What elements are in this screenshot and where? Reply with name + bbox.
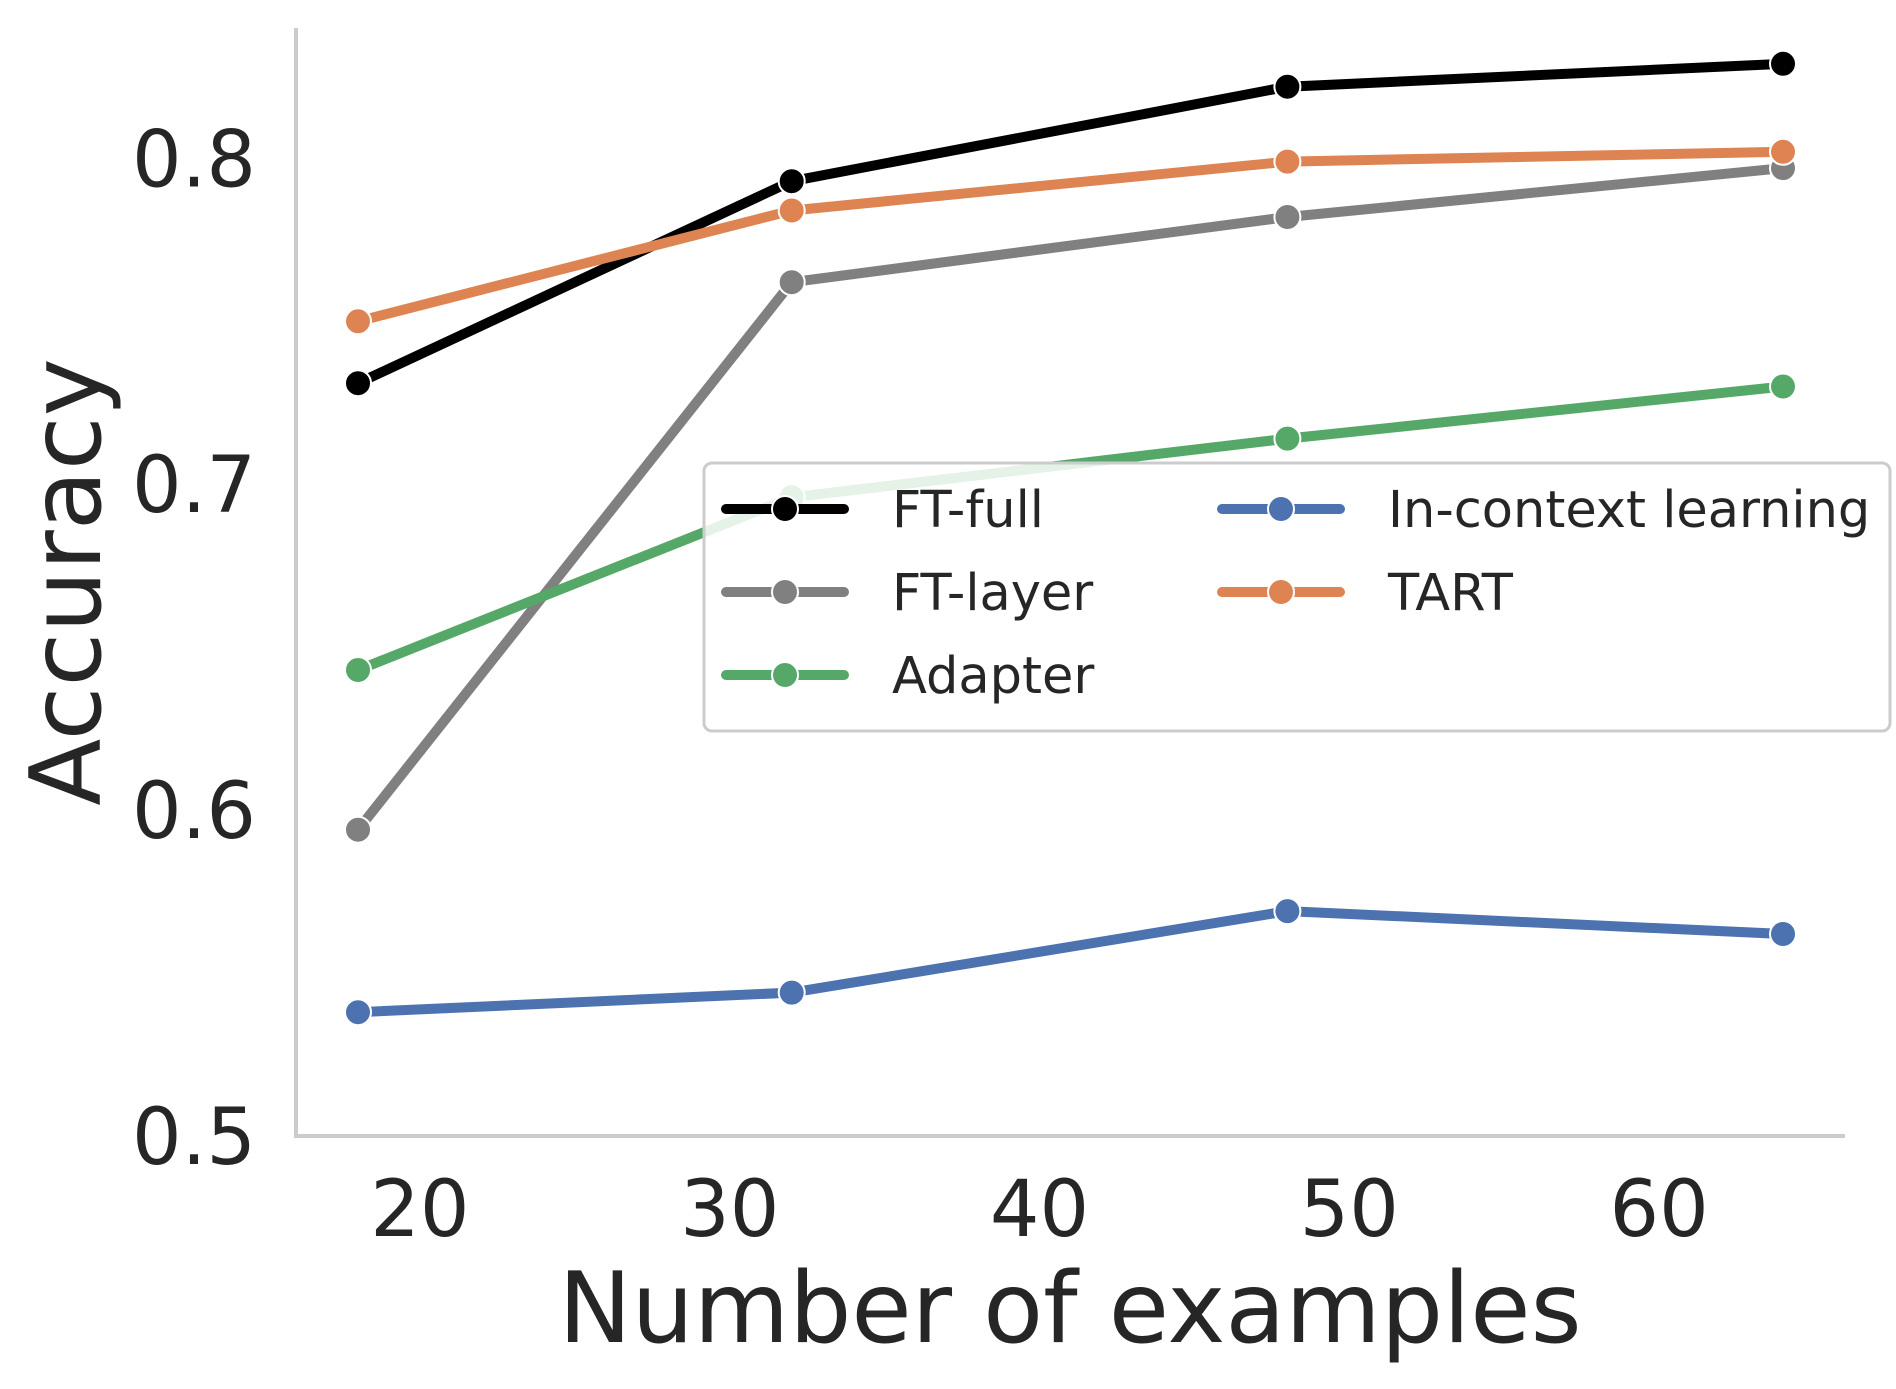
legend-item-tart: TART — [1217, 564, 1514, 623]
y-tick-labels: 0.5 0.6 0.7 0.8 — [132, 115, 256, 1183]
x-tick-label: 40 — [990, 1165, 1089, 1255]
x-tick-label: 30 — [680, 1165, 779, 1255]
legend-label: FT-layer — [892, 564, 1093, 623]
data-point-adapter — [344, 656, 372, 684]
series-in-context-learning — [344, 897, 1797, 1027]
series-line-ft-layer — [353, 163, 1788, 835]
legend: FT-full FT-layer Adapter In-context learnin… — [702, 461, 1892, 733]
data-point-tart — [344, 307, 372, 336]
series-line-tart — [353, 146, 1788, 327]
y-axis-title: Accuracy — [10, 358, 124, 805]
data-point-tart — [1769, 137, 1797, 166]
axes — [294, 28, 1845, 1138]
legend-item-adapter: Adapter — [721, 647, 1094, 706]
legend-label: In-context learning — [1388, 481, 1870, 540]
series-tart — [344, 137, 1797, 336]
series-line-ft-full — [353, 58, 1788, 389]
legend-swatch-marker — [771, 495, 799, 523]
legend-swatch-marker — [771, 578, 799, 606]
data-point-ft-full — [777, 167, 806, 196]
series-line-in-context-learning — [353, 906, 1788, 1018]
data-point-in-context-learning — [344, 998, 372, 1027]
x-axis-title: Number of examples — [558, 1252, 1581, 1366]
y-tick-label: 0.5 — [132, 1093, 256, 1183]
data-point-ft-full — [344, 369, 372, 398]
data-point-adapter — [1769, 372, 1797, 401]
legend-label: TART — [1387, 564, 1514, 623]
x-tick-label: 20 — [370, 1165, 469, 1255]
y-tick-label: 0.7 — [132, 441, 256, 531]
legend-swatch-marker — [1267, 578, 1295, 606]
data-point-ft-layer — [1273, 203, 1302, 231]
x-tick-label: 60 — [1609, 1165, 1708, 1255]
data-point-in-context-learning — [1769, 920, 1797, 948]
y-tick-label: 0.6 — [132, 767, 256, 857]
data-point-tart — [777, 196, 806, 225]
data-point-ft-layer — [777, 268, 806, 297]
data-point-ft-full — [1273, 72, 1302, 101]
data-point-in-context-learning — [777, 978, 806, 1007]
data-point-ft-layer — [344, 815, 372, 844]
legend-item-in-context-learning: In-context learning — [1217, 481, 1870, 540]
legend-item-ft-full: FT-full — [721, 481, 1044, 540]
legend-label: Adapter — [892, 647, 1094, 706]
x-tick-label: 50 — [1300, 1165, 1399, 1255]
data-point-tart — [1273, 147, 1302, 176]
data-point-adapter — [1273, 424, 1302, 453]
legend-label: FT-full — [892, 481, 1044, 540]
legend-swatch-marker — [1267, 495, 1295, 523]
legend-swatch-marker — [771, 661, 799, 689]
series-ft-full — [344, 49, 1797, 398]
data-point-in-context-learning — [1273, 897, 1302, 926]
legend-item-ft-layer: FT-layer — [721, 564, 1093, 623]
x-tick-labels: 20 30 40 50 60 — [370, 1165, 1708, 1255]
series-ft-layer — [344, 154, 1797, 844]
y-tick-label: 0.8 — [132, 115, 256, 205]
data-point-ft-full — [1769, 49, 1797, 78]
